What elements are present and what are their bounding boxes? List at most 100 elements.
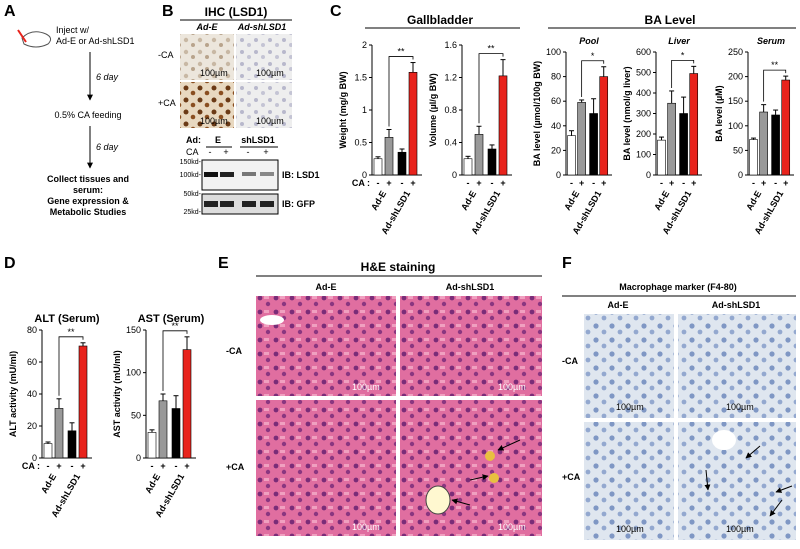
y-tick-label: 150 bbox=[126, 325, 141, 335]
panel-letter: E bbox=[218, 255, 229, 272]
group-label: Ad-E bbox=[744, 189, 763, 212]
sign-label: + bbox=[579, 178, 584, 188]
row-label: +CA bbox=[158, 98, 176, 108]
significance-label: * bbox=[681, 50, 685, 60]
vessel bbox=[712, 430, 736, 450]
y-tick-label: 40 bbox=[27, 389, 37, 399]
sign-label: - bbox=[175, 461, 178, 471]
bar bbox=[781, 79, 791, 176]
step-text: Collect tissues and bbox=[47, 174, 129, 184]
significance-bracket bbox=[58, 336, 84, 396]
panel-title: Macrophage marker (F4-80) bbox=[619, 282, 737, 292]
blot-sign: + bbox=[223, 147, 228, 157]
y-axis-label: BA level (µmol/100g BW) bbox=[532, 61, 542, 166]
sign-label: + bbox=[601, 178, 606, 188]
y-tick-label: 0 bbox=[556, 170, 561, 180]
chart-title: Pool bbox=[579, 36, 599, 46]
row-label: -CA bbox=[226, 346, 242, 356]
band bbox=[220, 172, 234, 177]
scale-label: 100µm bbox=[498, 382, 526, 392]
sign-label: + bbox=[500, 178, 505, 188]
y-tick-label: 500 bbox=[636, 68, 651, 78]
y-tick-label: 0 bbox=[32, 453, 37, 463]
sign-label: + bbox=[761, 178, 766, 188]
scale-label: 100µm bbox=[616, 402, 644, 412]
arrow bbox=[769, 499, 783, 517]
y-tick-label: 600 bbox=[636, 47, 651, 57]
y-tick-label: 0 bbox=[136, 453, 141, 463]
significance-bracket bbox=[763, 69, 787, 102]
micrograph bbox=[236, 82, 292, 128]
micrograph bbox=[236, 34, 292, 80]
y-tick-label: 2 bbox=[362, 40, 367, 50]
bar bbox=[498, 75, 508, 176]
y-tick-label: 20 bbox=[551, 145, 561, 155]
micrograph bbox=[400, 296, 542, 396]
bar bbox=[487, 148, 497, 176]
arrow bbox=[497, 439, 521, 451]
sign-label: - bbox=[151, 461, 154, 471]
sign-label: - bbox=[752, 178, 755, 188]
scale-label: 100µm bbox=[352, 522, 380, 532]
sign-label: - bbox=[570, 178, 573, 188]
bar bbox=[147, 432, 157, 459]
bar bbox=[182, 349, 192, 459]
syringe-icon bbox=[17, 29, 27, 43]
significance-label: ** bbox=[397, 47, 405, 57]
chart-title: Liver bbox=[668, 36, 690, 46]
y-tick-label: 150 bbox=[728, 96, 743, 106]
y-tick-label: 0 bbox=[738, 170, 743, 180]
blot-label: E bbox=[215, 135, 221, 145]
bar bbox=[679, 113, 688, 176]
y-axis-label: Weight (mg/g BW) bbox=[338, 71, 348, 148]
micrograph bbox=[256, 400, 396, 536]
chart-title: Serum bbox=[757, 36, 785, 46]
panel-letter: F bbox=[562, 255, 572, 272]
sign-label: + bbox=[691, 178, 696, 188]
blot-label: IB: LSD1 bbox=[282, 170, 320, 180]
blot bbox=[201, 193, 279, 215]
group-label: Ad-E bbox=[652, 189, 671, 212]
sign-label: + bbox=[80, 461, 85, 471]
sign-label: + bbox=[160, 461, 165, 471]
band bbox=[204, 172, 218, 177]
sign-label: + bbox=[669, 178, 674, 188]
marker-label: 25kd- bbox=[183, 209, 201, 216]
significance-bracket bbox=[388, 56, 414, 127]
blot-sign: - bbox=[247, 147, 250, 157]
y-tick-label: 50 bbox=[733, 145, 743, 155]
group-label: Ad-E bbox=[369, 189, 388, 212]
bar bbox=[171, 408, 181, 459]
col-label: Ad-shLSD1 bbox=[712, 300, 761, 310]
y-tick-label: 1.2 bbox=[444, 73, 457, 83]
bile-deposit bbox=[485, 451, 495, 461]
bar bbox=[577, 102, 586, 176]
group-label: Ad-E bbox=[459, 189, 478, 212]
vessel bbox=[260, 315, 284, 325]
marker-label: 100kd- bbox=[180, 172, 202, 179]
band bbox=[260, 172, 274, 176]
sign-label: - bbox=[467, 178, 470, 188]
bar bbox=[689, 73, 699, 176]
y-axis-label: AST activity (mU/ml) bbox=[112, 350, 122, 438]
col-label: Ad-E bbox=[608, 300, 629, 310]
marker-label: 50kd- bbox=[183, 191, 201, 198]
step-text: serum: bbox=[73, 185, 103, 195]
step-text: Inject w/ bbox=[56, 25, 90, 35]
band bbox=[220, 201, 234, 207]
y-tick-label: 0.8 bbox=[444, 105, 457, 115]
arrow bbox=[745, 445, 761, 459]
arrow bbox=[775, 485, 793, 493]
sign-label: + bbox=[783, 178, 788, 188]
scale-label: 100µm bbox=[498, 522, 526, 532]
bar bbox=[54, 408, 64, 459]
significance-bracket bbox=[581, 60, 605, 97]
step-text: Ad-E or Ad-shLSD1 bbox=[56, 36, 135, 46]
scale-label: 100µm bbox=[726, 524, 754, 534]
band bbox=[260, 201, 274, 207]
col-label: Ad-E bbox=[316, 282, 337, 292]
scale-label: 100µm bbox=[616, 524, 644, 534]
step-text: 6 day bbox=[96, 72, 119, 82]
significance-bracket bbox=[162, 330, 188, 391]
